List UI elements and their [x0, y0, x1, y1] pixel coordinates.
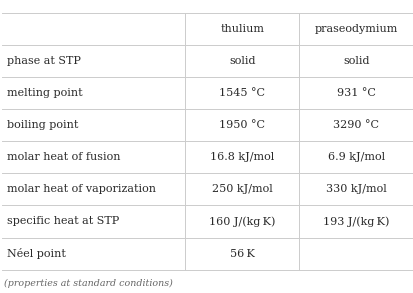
Text: boiling point: boiling point	[7, 120, 78, 130]
Text: thulium: thulium	[220, 24, 263, 34]
Text: 6.9 kJ/mol: 6.9 kJ/mol	[327, 152, 384, 162]
Text: melting point: melting point	[7, 88, 83, 98]
Text: phase at STP: phase at STP	[7, 56, 81, 66]
Text: 1950 °C: 1950 °C	[218, 120, 264, 130]
Text: solid: solid	[342, 56, 368, 66]
Text: 330 kJ/mol: 330 kJ/mol	[325, 184, 386, 195]
Text: 16.8 kJ/mol: 16.8 kJ/mol	[209, 152, 274, 162]
Text: Néel point: Néel point	[7, 248, 66, 259]
Text: praseodymium: praseodymium	[314, 24, 397, 34]
Text: 3290 °C: 3290 °C	[332, 120, 378, 130]
Text: 250 kJ/mol: 250 kJ/mol	[211, 184, 272, 195]
Text: molar heat of fusion: molar heat of fusion	[7, 152, 120, 162]
Text: 160 J/(kg K): 160 J/(kg K)	[209, 216, 275, 227]
Text: specific heat at STP: specific heat at STP	[7, 217, 119, 226]
Text: molar heat of vaporization: molar heat of vaporization	[7, 184, 156, 195]
Text: 931 °C: 931 °C	[336, 88, 375, 98]
Text: solid: solid	[228, 56, 255, 66]
Text: 1545 °C: 1545 °C	[218, 88, 264, 98]
Text: 193 J/(kg K): 193 J/(kg K)	[322, 216, 389, 227]
Text: (properties at standard conditions): (properties at standard conditions)	[4, 279, 173, 288]
Text: 56 K: 56 K	[229, 248, 254, 258]
